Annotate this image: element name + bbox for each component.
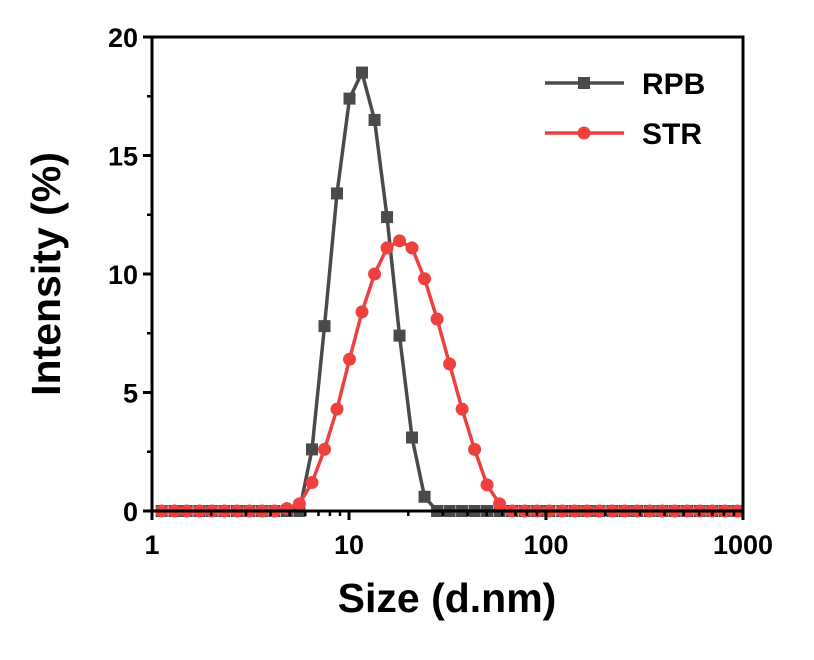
data-point-str — [393, 234, 407, 248]
x-tick-label: 100 — [523, 530, 568, 560]
y-axis-title: Intensity (%) — [23, 152, 69, 396]
data-point-rpb — [406, 431, 419, 444]
data-point-str — [330, 402, 344, 416]
data-point-rpb — [343, 92, 356, 105]
y-tick-label: 10 — [108, 260, 138, 290]
y-tick-label: 0 — [123, 497, 138, 527]
data-point-str — [318, 442, 332, 456]
legend-marker — [578, 77, 590, 89]
legend-label: RPB — [642, 68, 705, 101]
x-tick-label: 1000 — [713, 530, 773, 560]
legend-item-str: STR — [545, 118, 702, 151]
y-tick-label: 5 — [123, 379, 138, 409]
data-point-rpb — [393, 329, 406, 342]
data-point-str — [292, 497, 306, 511]
data-point-str — [355, 305, 369, 319]
data-point-rpb — [381, 211, 394, 224]
data-point-rpb — [330, 187, 343, 200]
x-tick-label: 10 — [334, 530, 364, 560]
data-point-str — [368, 267, 382, 281]
data-point-str — [305, 476, 319, 490]
data-point-rpb — [418, 490, 431, 503]
data-point-str — [418, 272, 432, 286]
data-point-str — [380, 241, 394, 255]
data-point-rpb — [355, 66, 368, 79]
data-point-str — [405, 241, 419, 255]
y-tick-label: 20 — [108, 23, 138, 53]
data-point-str — [343, 352, 357, 366]
series-str — [155, 234, 744, 518]
data-point-rpb — [368, 113, 381, 126]
plot-frame — [150, 35, 745, 513]
data-point-str — [430, 312, 444, 326]
data-point-str — [468, 442, 482, 456]
legend-item-rpb: RPB — [545, 68, 705, 101]
y-tick-label: 15 — [108, 142, 138, 172]
x-axis-title: Size (d.nm) — [338, 575, 557, 621]
legend-marker — [577, 126, 591, 140]
data-point-str — [280, 502, 294, 516]
legend-label: STR — [642, 118, 702, 151]
data-point-rpb — [318, 320, 331, 333]
series-line-str — [161, 239, 738, 513]
data-point-rpb — [306, 443, 319, 456]
tick-layer: 1 10 100 1000 0 5 10 15 20 — [108, 23, 773, 560]
data-point-str — [443, 357, 457, 371]
data-point-str — [480, 478, 494, 492]
data-point-str — [455, 402, 469, 416]
legend: RPB STR — [545, 68, 705, 151]
data-point-str — [493, 497, 507, 511]
x-tick-label: 1 — [144, 530, 159, 560]
